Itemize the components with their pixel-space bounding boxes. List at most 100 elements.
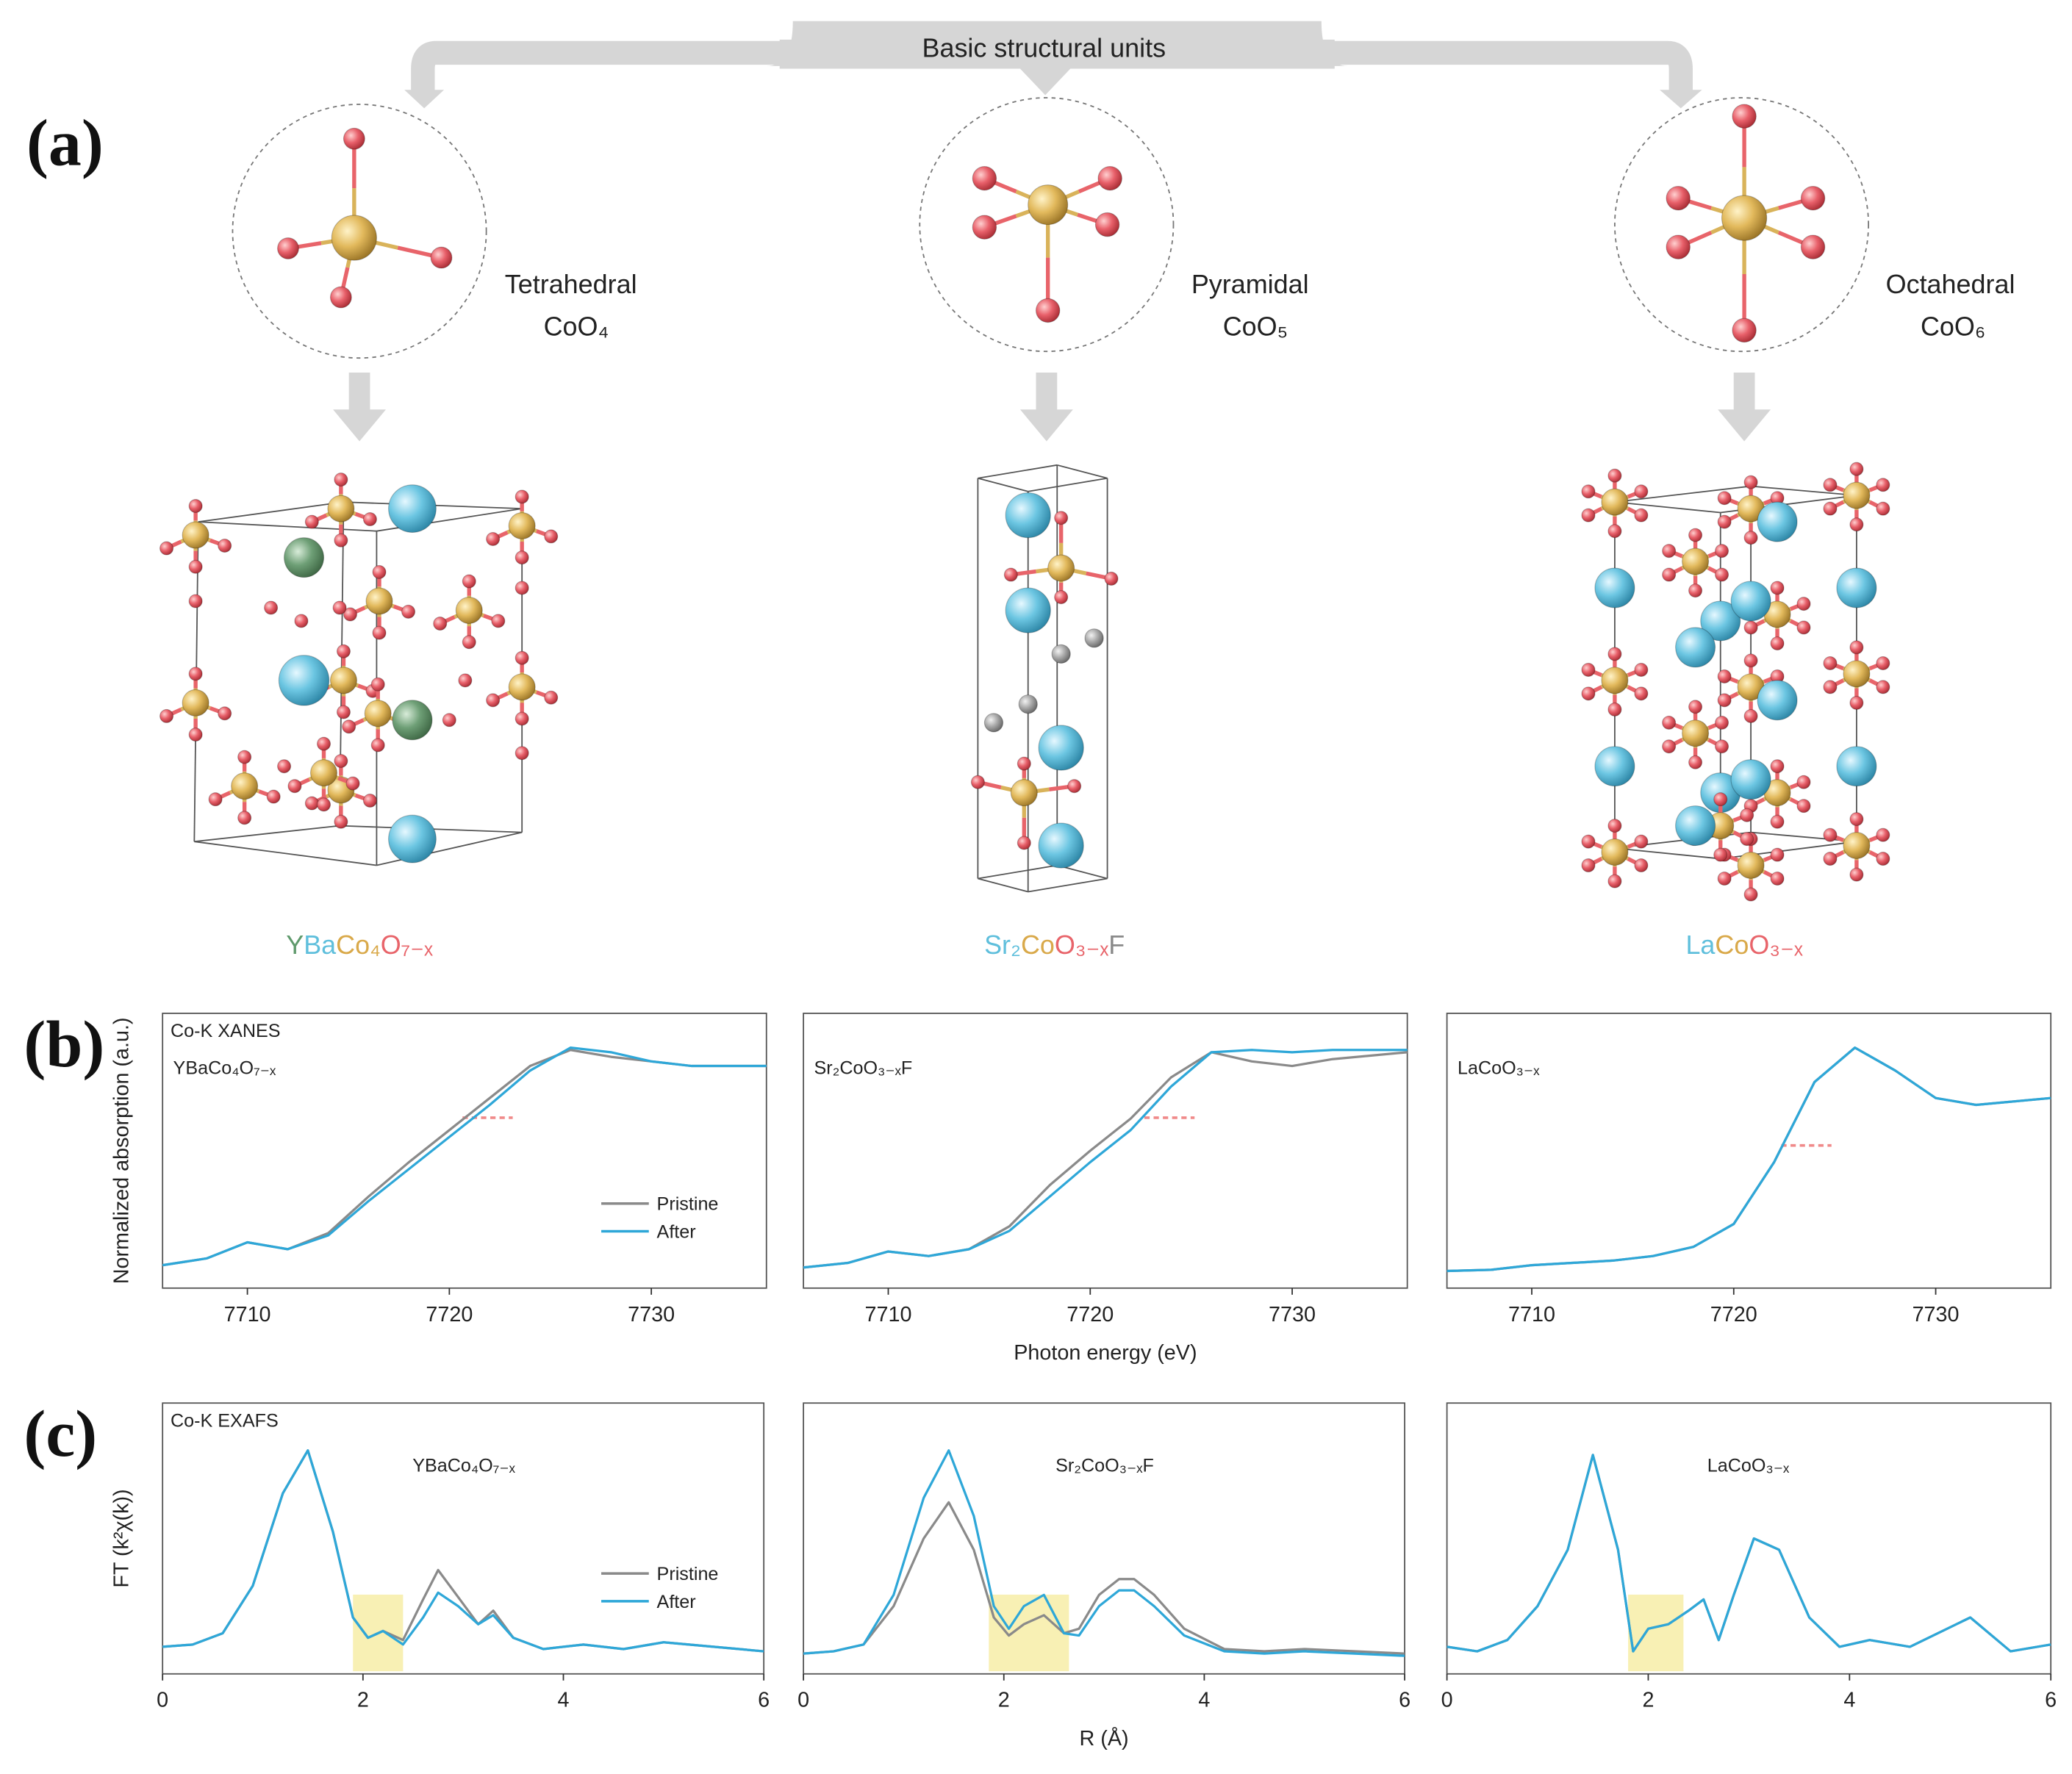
cell-edge: [194, 825, 340, 843]
atom: [1743, 708, 1758, 723]
highlight: [989, 1594, 1069, 1672]
atom: [508, 673, 536, 701]
x-tick-label: 7730: [1269, 1303, 1316, 1326]
x-tick-label: 7710: [1508, 1303, 1555, 1326]
formula-part: O₇₋ₓ: [381, 930, 433, 960]
atom: [1849, 867, 1864, 882]
atom: [266, 789, 281, 804]
atom: [188, 559, 203, 574]
atom: [1581, 858, 1596, 873]
unit-formula: CoO₄: [544, 312, 609, 342]
atom: [1634, 662, 1649, 677]
x-tick-label: 7730: [1913, 1303, 1960, 1326]
atom: [334, 753, 348, 769]
atom: [218, 538, 232, 553]
atom: [1675, 805, 1716, 847]
x-tick-label: 7710: [865, 1303, 912, 1326]
atom: [1876, 680, 1890, 694]
atom: [1796, 597, 1811, 611]
atom: [1054, 590, 1069, 605]
atom: [442, 713, 456, 728]
atom: [1662, 739, 1677, 754]
atom: [544, 690, 559, 705]
atom: [1732, 317, 1757, 343]
panel-label: (b): [24, 1008, 104, 1081]
atom: [1743, 475, 1758, 489]
atom: [1682, 719, 1710, 747]
atom: [1730, 581, 1771, 622]
atom: [1770, 871, 1785, 886]
atom: [342, 719, 356, 734]
atom: [1849, 812, 1864, 827]
compound-formula: Sr₂CoO₃₋ₓF: [984, 930, 1125, 960]
atom: [343, 607, 357, 622]
atom: [1876, 852, 1890, 866]
atom: [1770, 759, 1785, 774]
atom: [1876, 827, 1890, 842]
unit-formula: CoO₅: [1223, 312, 1288, 342]
atom: [491, 614, 506, 628]
atom: [1740, 808, 1754, 822]
x-tick-label: 7720: [1067, 1303, 1114, 1326]
atom: [365, 587, 393, 615]
atom: [343, 127, 365, 150]
atom: [1849, 462, 1864, 476]
atom: [1721, 195, 1768, 241]
atom: [1035, 298, 1061, 323]
atom: [1581, 834, 1596, 849]
formula-part: O₃₋ₓ: [1055, 930, 1109, 960]
atom: [362, 511, 377, 527]
legend-label: Pristine: [657, 1564, 719, 1584]
atom: [336, 644, 351, 658]
atom: [188, 499, 203, 514]
atom: [316, 736, 331, 751]
panel-label: (a): [26, 107, 104, 180]
atom: [329, 667, 357, 694]
atom: [515, 489, 529, 504]
atom: [544, 529, 559, 544]
atom: [1581, 508, 1596, 522]
x-axis-label: R (Å): [1080, 1726, 1129, 1750]
curve: [803, 1049, 1408, 1269]
unit-name: Pyramidal: [1191, 269, 1309, 299]
compound-formula: YBaCo₄O₇₋ₓ: [286, 930, 433, 960]
atom: [1713, 792, 1728, 807]
formula-part: O₃₋ₓ: [1749, 930, 1803, 960]
atom: [515, 650, 529, 665]
x-tick-label: 4: [1198, 1689, 1210, 1712]
atom: [309, 759, 338, 787]
atom: [1607, 468, 1622, 483]
atom: [334, 533, 348, 547]
atom: [1607, 524, 1622, 539]
atom: [1601, 488, 1629, 516]
atom: [1017, 836, 1031, 850]
atom: [372, 625, 387, 640]
atom: [1849, 640, 1864, 655]
atom: [287, 779, 302, 794]
atom: [1743, 531, 1758, 545]
x-tick-label: 2: [357, 1689, 369, 1712]
atom: [388, 814, 437, 863]
frame: [1446, 1402, 2052, 1675]
sample-label: Sr₂CoO₃₋ₓF: [814, 1058, 912, 1079]
atom: [188, 667, 203, 681]
atom: [208, 792, 223, 807]
atom: [1634, 484, 1649, 499]
curve: [162, 1449, 764, 1653]
curve: [162, 1449, 764, 1653]
atom: [1796, 799, 1811, 814]
atom: [1717, 491, 1732, 506]
atom: [1005, 587, 1051, 633]
atom: [304, 514, 319, 529]
atom: [1662, 567, 1677, 582]
atom: [294, 614, 309, 628]
atom: [1796, 620, 1811, 635]
atom: [1084, 628, 1104, 648]
sample-label: YBaCo₄O₇₋ₓ: [412, 1456, 515, 1476]
x-tick-label: 4: [1843, 1689, 1855, 1712]
unit-circle: [1614, 97, 1869, 353]
structures: [159, 104, 1890, 902]
atom: [1823, 852, 1838, 866]
frame: [162, 1402, 765, 1675]
